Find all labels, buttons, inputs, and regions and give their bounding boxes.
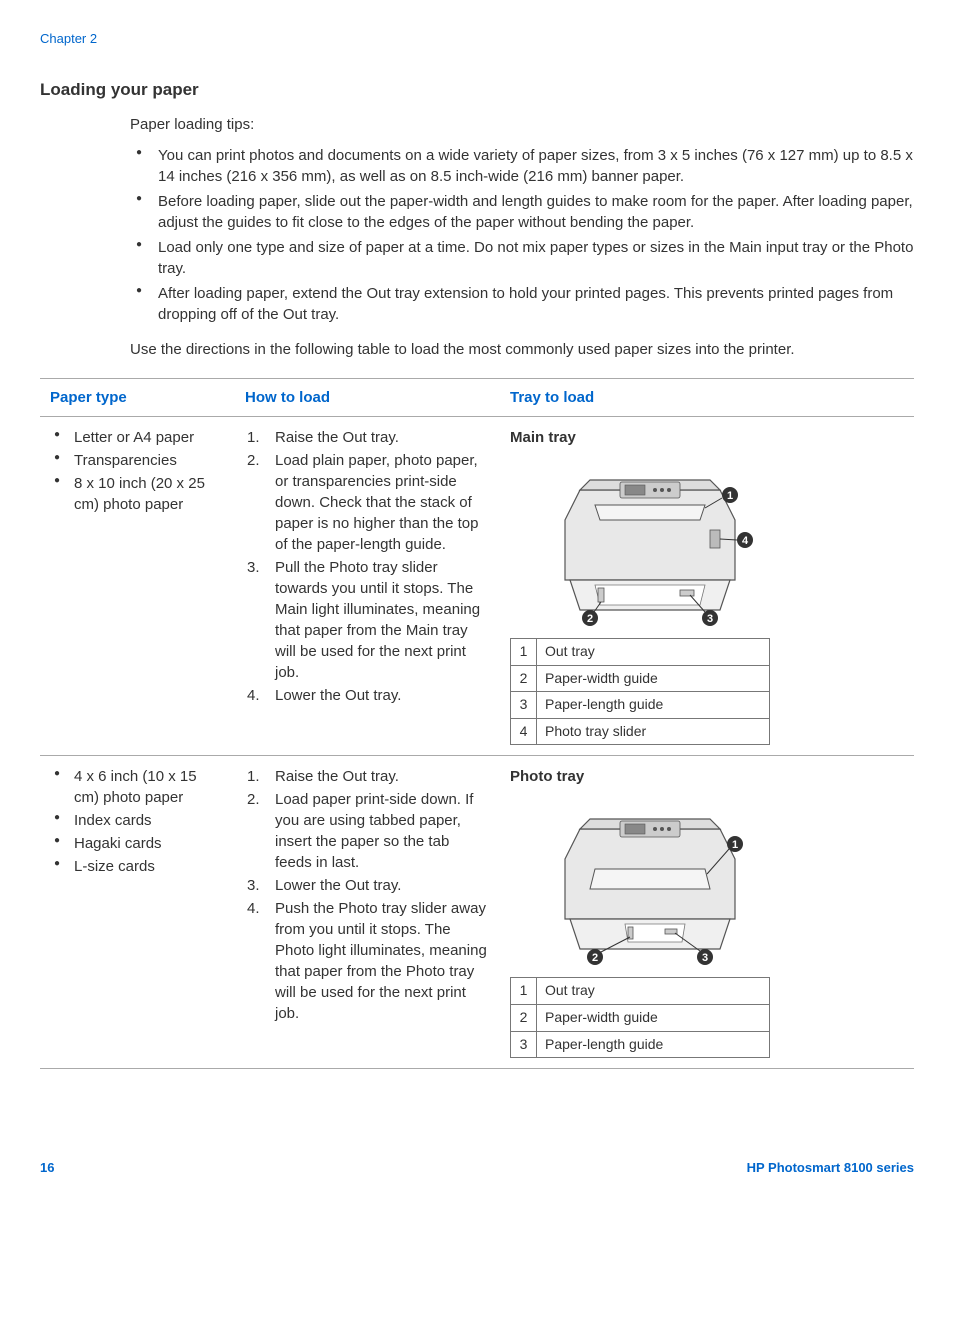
svg-text:3: 3: [707, 613, 713, 625]
svg-text:1: 1: [727, 490, 733, 502]
callout-row: 2Paper-width guide: [511, 665, 770, 692]
table-header-paper-type: Paper type: [40, 378, 235, 416]
svg-text:1: 1: [732, 839, 738, 851]
callout-label: Paper-length guide: [537, 1031, 770, 1058]
callout-num: 1: [511, 638, 537, 665]
paper-type-item: Index cards: [50, 810, 225, 831]
table-header-how-to-load: How to load: [235, 378, 500, 416]
svg-text:3: 3: [702, 952, 708, 964]
load-step: Load plain paper, photo paper, or transp…: [245, 450, 490, 555]
paper-type-list: 4 x 6 inch (10 x 15 cm) photo paper Inde…: [50, 766, 225, 877]
callout-row: 1Out tray: [511, 978, 770, 1005]
paper-type-item: 8 x 10 inch (20 x 25 cm) photo paper: [50, 473, 225, 515]
paper-type-item: Transparencies: [50, 450, 225, 471]
table-row: 4 x 6 inch (10 x 15 cm) photo paper Inde…: [40, 756, 914, 1069]
table-row: Letter or A4 paper Transparencies 8 x 10…: [40, 416, 914, 755]
callout-row: 3Paper-length guide: [511, 692, 770, 719]
callout-table: 1Out tray 2Paper-width guide 3Paper-leng…: [510, 977, 770, 1058]
load-step: Raise the Out tray.: [245, 766, 490, 787]
load-step: Lower the Out tray.: [245, 875, 490, 896]
load-step: Push the Photo tray slider away from you…: [245, 898, 490, 1024]
chapter-link[interactable]: Chapter 2: [40, 30, 914, 48]
load-step: Lower the Out tray.: [245, 685, 490, 706]
intro-text: Paper loading tips:: [130, 114, 914, 135]
load-step: Load paper print-side down. If you are u…: [245, 789, 490, 873]
callout-num: 2: [511, 1004, 537, 1031]
svg-text:2: 2: [587, 613, 593, 625]
callout-row: 2Paper-width guide: [511, 1004, 770, 1031]
paper-type-item: L-size cards: [50, 856, 225, 877]
paper-type-item: Letter or A4 paper: [50, 427, 225, 448]
callout-label: Out tray: [537, 638, 770, 665]
tip-item: Before loading paper, slide out the pape…: [130, 191, 914, 233]
paper-type-item: 4 x 6 inch (10 x 15 cm) photo paper: [50, 766, 225, 808]
callout-label: Photo tray slider: [537, 718, 770, 745]
paper-loading-table: Paper type How to load Tray to load Lett…: [40, 378, 914, 1069]
tip-item: You can print photos and documents on a …: [130, 145, 914, 187]
tray-title: Main tray: [510, 427, 904, 448]
callout-table: 1Out tray 2Paper-width guide 3Paper-leng…: [510, 638, 770, 745]
load-steps-list: Raise the Out tray. Load plain paper, ph…: [245, 427, 490, 706]
callout-label: Out tray: [537, 978, 770, 1005]
callout-label: Paper-width guide: [537, 665, 770, 692]
callout-num: 4: [511, 718, 537, 745]
callout-row: 1Out tray: [511, 638, 770, 665]
callout-num: 3: [511, 1031, 537, 1058]
load-step: Pull the Photo tray slider towards you u…: [245, 557, 490, 683]
tray-title: Photo tray: [510, 766, 904, 787]
callout-row: 4Photo tray slider: [511, 718, 770, 745]
tip-item: After loading paper, extend the Out tray…: [130, 283, 914, 325]
load-steps-list: Raise the Out tray. Load paper print-sid…: [245, 766, 490, 1024]
intro-block: Paper loading tips: You can print photos…: [130, 114, 914, 360]
paper-type-list: Letter or A4 paper Transparencies 8 x 10…: [50, 427, 225, 515]
callout-num: 2: [511, 665, 537, 692]
product-name: HP Photosmart 8100 series: [747, 1159, 914, 1177]
paper-type-item: Hagaki cards: [50, 833, 225, 854]
page-number: 16: [40, 1159, 54, 1177]
tip-item: Load only one type and size of paper at …: [130, 237, 914, 279]
callout-num: 3: [511, 692, 537, 719]
printer-diagram-main-tray: 1 2 3 4: [510, 460, 770, 630]
section-title: Loading your paper: [40, 78, 914, 102]
callout-row: 3Paper-length guide: [511, 1031, 770, 1058]
svg-text:2: 2: [592, 952, 598, 964]
printer-diagram-photo-tray: 1 2 3: [510, 799, 770, 969]
page-footer: 16 HP Photosmart 8100 series: [40, 1159, 914, 1177]
load-step: Raise the Out tray.: [245, 427, 490, 448]
callout-label: Paper-width guide: [537, 1004, 770, 1031]
callout-label: Paper-length guide: [537, 692, 770, 719]
table-header-tray-to-load: Tray to load: [500, 378, 914, 416]
svg-text:4: 4: [742, 535, 749, 547]
callout-num: 1: [511, 978, 537, 1005]
tips-list: You can print photos and documents on a …: [130, 145, 914, 325]
table-intro-text: Use the directions in the following tabl…: [130, 339, 914, 360]
